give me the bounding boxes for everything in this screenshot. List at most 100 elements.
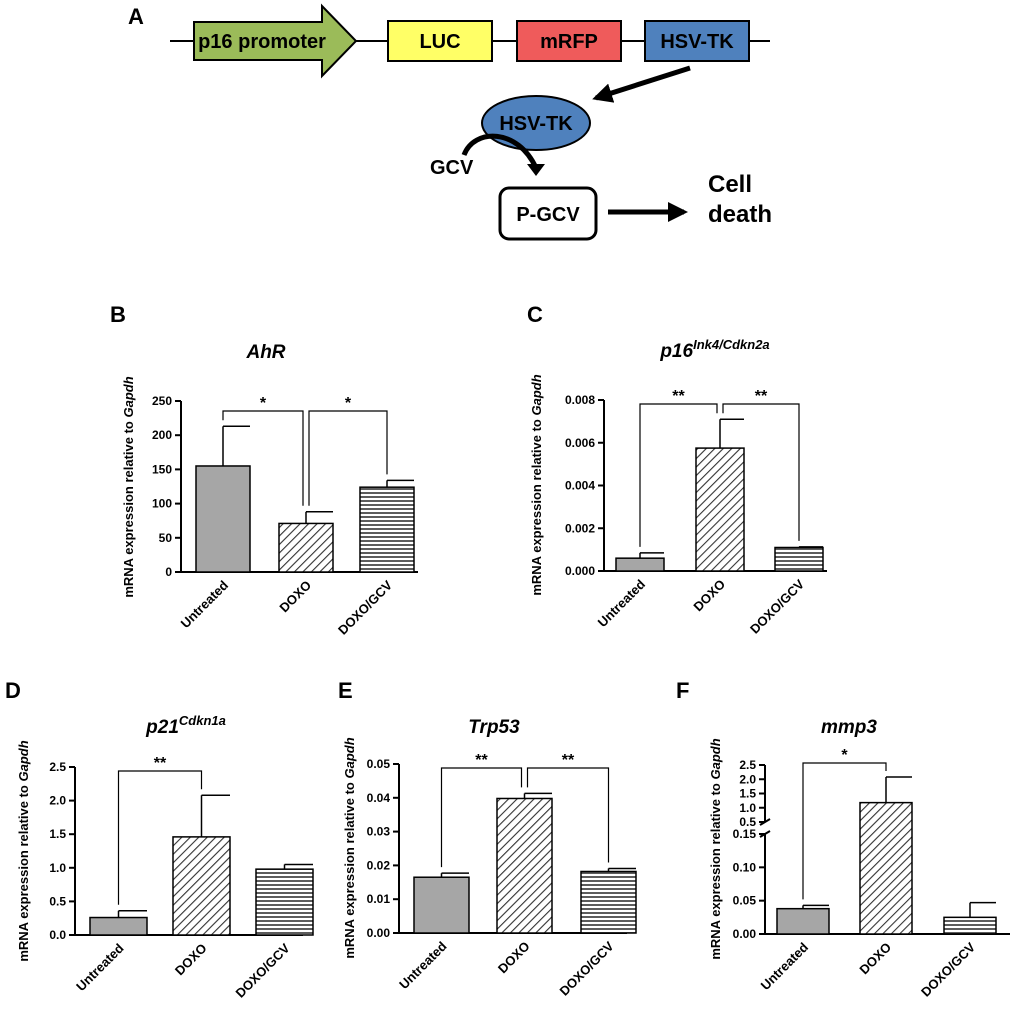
y-tick-label: 1.5 [739, 787, 756, 801]
pgcv-box [498, 186, 598, 241]
y-tick-label: 1.0 [739, 801, 756, 815]
chart-title: mmp3 [821, 717, 877, 738]
bar-untreated [776, 907, 830, 935]
panel-e-label: E [338, 678, 353, 703]
promoter-label: p16 promoter [198, 31, 326, 53]
x-category-label: Untreated [396, 938, 450, 992]
panel-a-diagram: A p16 promoter LUC mRFP HSV-TK HSV-TK GC… [128, 3, 772, 241]
bar-doxo [278, 522, 334, 573]
y-axis-label-gene: Gapdh [121, 376, 136, 417]
y-axis-label-gene: Gapdh [342, 737, 357, 778]
y-tick-label: 0.00 [733, 927, 757, 941]
x-category-label: DOXO [856, 940, 894, 978]
chart-title-superscript: Cdkn1a [179, 713, 226, 728]
chart-title-main: Trp53 [468, 717, 520, 738]
x-category-label: DOXO [172, 941, 210, 979]
hsvtk-enzyme-ellipse [481, 95, 591, 151]
y-axis-label: mRNA expression relative to Gapdh [529, 374, 544, 595]
y-tick-label: 0.004 [565, 479, 595, 493]
y-tick-label: 2.0 [739, 772, 756, 786]
x-category-label: DOXO/GCV [232, 940, 292, 1000]
bar-doxo [695, 447, 745, 572]
y-tick-label: 0.01 [367, 892, 391, 906]
hsvtk-enzyme-label: HSV-TK [499, 113, 573, 135]
x-category-label: DOXO/GCV [335, 577, 395, 637]
chart-title-main: mmp3 [821, 717, 877, 738]
y-axis-label: mRNA expression relative to Gapdh [342, 737, 357, 958]
significance-label: ** [154, 755, 167, 772]
y-tick-label: 0.02 [367, 858, 391, 872]
x-category-label: Untreated [758, 939, 812, 993]
chart-title-superscript: Ink4/Cdkn2a [693, 337, 770, 352]
chart-title: p16Ink4/Cdkn2a [659, 337, 769, 362]
x-category-label: DOXO/GCV [747, 576, 807, 636]
promoter-arrow-shape [193, 3, 358, 79]
significance-bracket [526, 767, 610, 863]
y-tick-label: 2.0 [49, 794, 66, 808]
y-tick-label: 0.000 [565, 564, 595, 578]
bar-doxo [496, 797, 553, 934]
x-category-label: DOXO [690, 577, 728, 615]
y-tick-label: 50 [159, 531, 173, 545]
phosphorylation-arrow [461, 133, 539, 170]
significance-bracket [440, 767, 523, 868]
chart-title: Trp53 [468, 717, 520, 738]
gcv-label: GCV [430, 157, 474, 179]
x-category-label: Untreated [178, 577, 232, 631]
bar-untreated [89, 916, 148, 936]
y-axis-label-prefix: mRNA expression relative to [121, 418, 136, 598]
y-axis-label-prefix: mRNA expression relative to [708, 780, 723, 960]
significance-bracket [222, 410, 304, 506]
luc-box [387, 20, 493, 62]
y-tick-label: 0.05 [367, 757, 391, 771]
y-tick-label: 0.5 [739, 815, 756, 829]
significance-label: * [345, 395, 352, 412]
y-tick-label: 0.0 [49, 928, 66, 942]
significance-bracket [117, 770, 203, 905]
cell-death-label-line2: death [708, 201, 772, 228]
chart-title: AhR [245, 342, 285, 363]
y-tick-label: 0.00 [367, 926, 391, 940]
bar-doxo [859, 801, 913, 935]
bar-doxo [172, 836, 231, 936]
y-axis-label-gene: Gapdh [529, 374, 544, 415]
y-axis-label: mRNA expression relative to Gapdh [708, 738, 723, 959]
y-axis-label-gene: Gapdh [16, 740, 31, 781]
x-category-label: DOXO [495, 939, 533, 977]
y-tick-label: 0.5 [49, 894, 66, 908]
y-tick-label: 250 [152, 394, 172, 408]
bar-untreated [413, 876, 470, 934]
chart-title-main: p16 [659, 341, 693, 362]
bar-doxo-gcv [359, 486, 415, 573]
bar-doxo-gcv [580, 870, 637, 934]
hsvtk-gene-box [644, 20, 750, 62]
chart-title-main: AhR [245, 342, 285, 363]
hsvtk-gene-label: HSV-TK [660, 31, 734, 53]
significance-bracket [802, 762, 887, 900]
significance-label: ** [755, 388, 768, 405]
significance-bracket [639, 403, 718, 547]
y-axis-label-prefix: mRNA expression relative to [16, 782, 31, 962]
expression-arrow [592, 65, 691, 103]
significance-label: * [260, 395, 267, 412]
y-tick-label: 0 [165, 565, 172, 579]
chart-title: p21Cdkn1a [145, 713, 226, 738]
phosphorylation-arrowhead [527, 164, 545, 176]
y-tick-label: 1.0 [49, 861, 66, 875]
panel-a-label: A [128, 4, 144, 29]
panel-b-label: B [110, 302, 126, 327]
panel-b-chart: B AhR mRNA expression relative to Gapdh 0 50… [110, 302, 418, 638]
significance-label: ** [562, 752, 575, 769]
y-axis-label-prefix: mRNA expression relative to [342, 779, 357, 959]
x-category-label: Untreated [73, 940, 127, 994]
y-tick-label: 0.10 [733, 860, 757, 874]
y-tick-label: 0.05 [733, 894, 757, 908]
panel-f-label: F [676, 678, 689, 703]
y-axis-label-prefix: mRNA expression relative to [529, 416, 544, 596]
bar-doxo-gcv [255, 868, 314, 936]
y-tick-label: 0.008 [565, 393, 595, 407]
y-axis-label: mRNA expression relative to Gapdh [16, 740, 31, 961]
